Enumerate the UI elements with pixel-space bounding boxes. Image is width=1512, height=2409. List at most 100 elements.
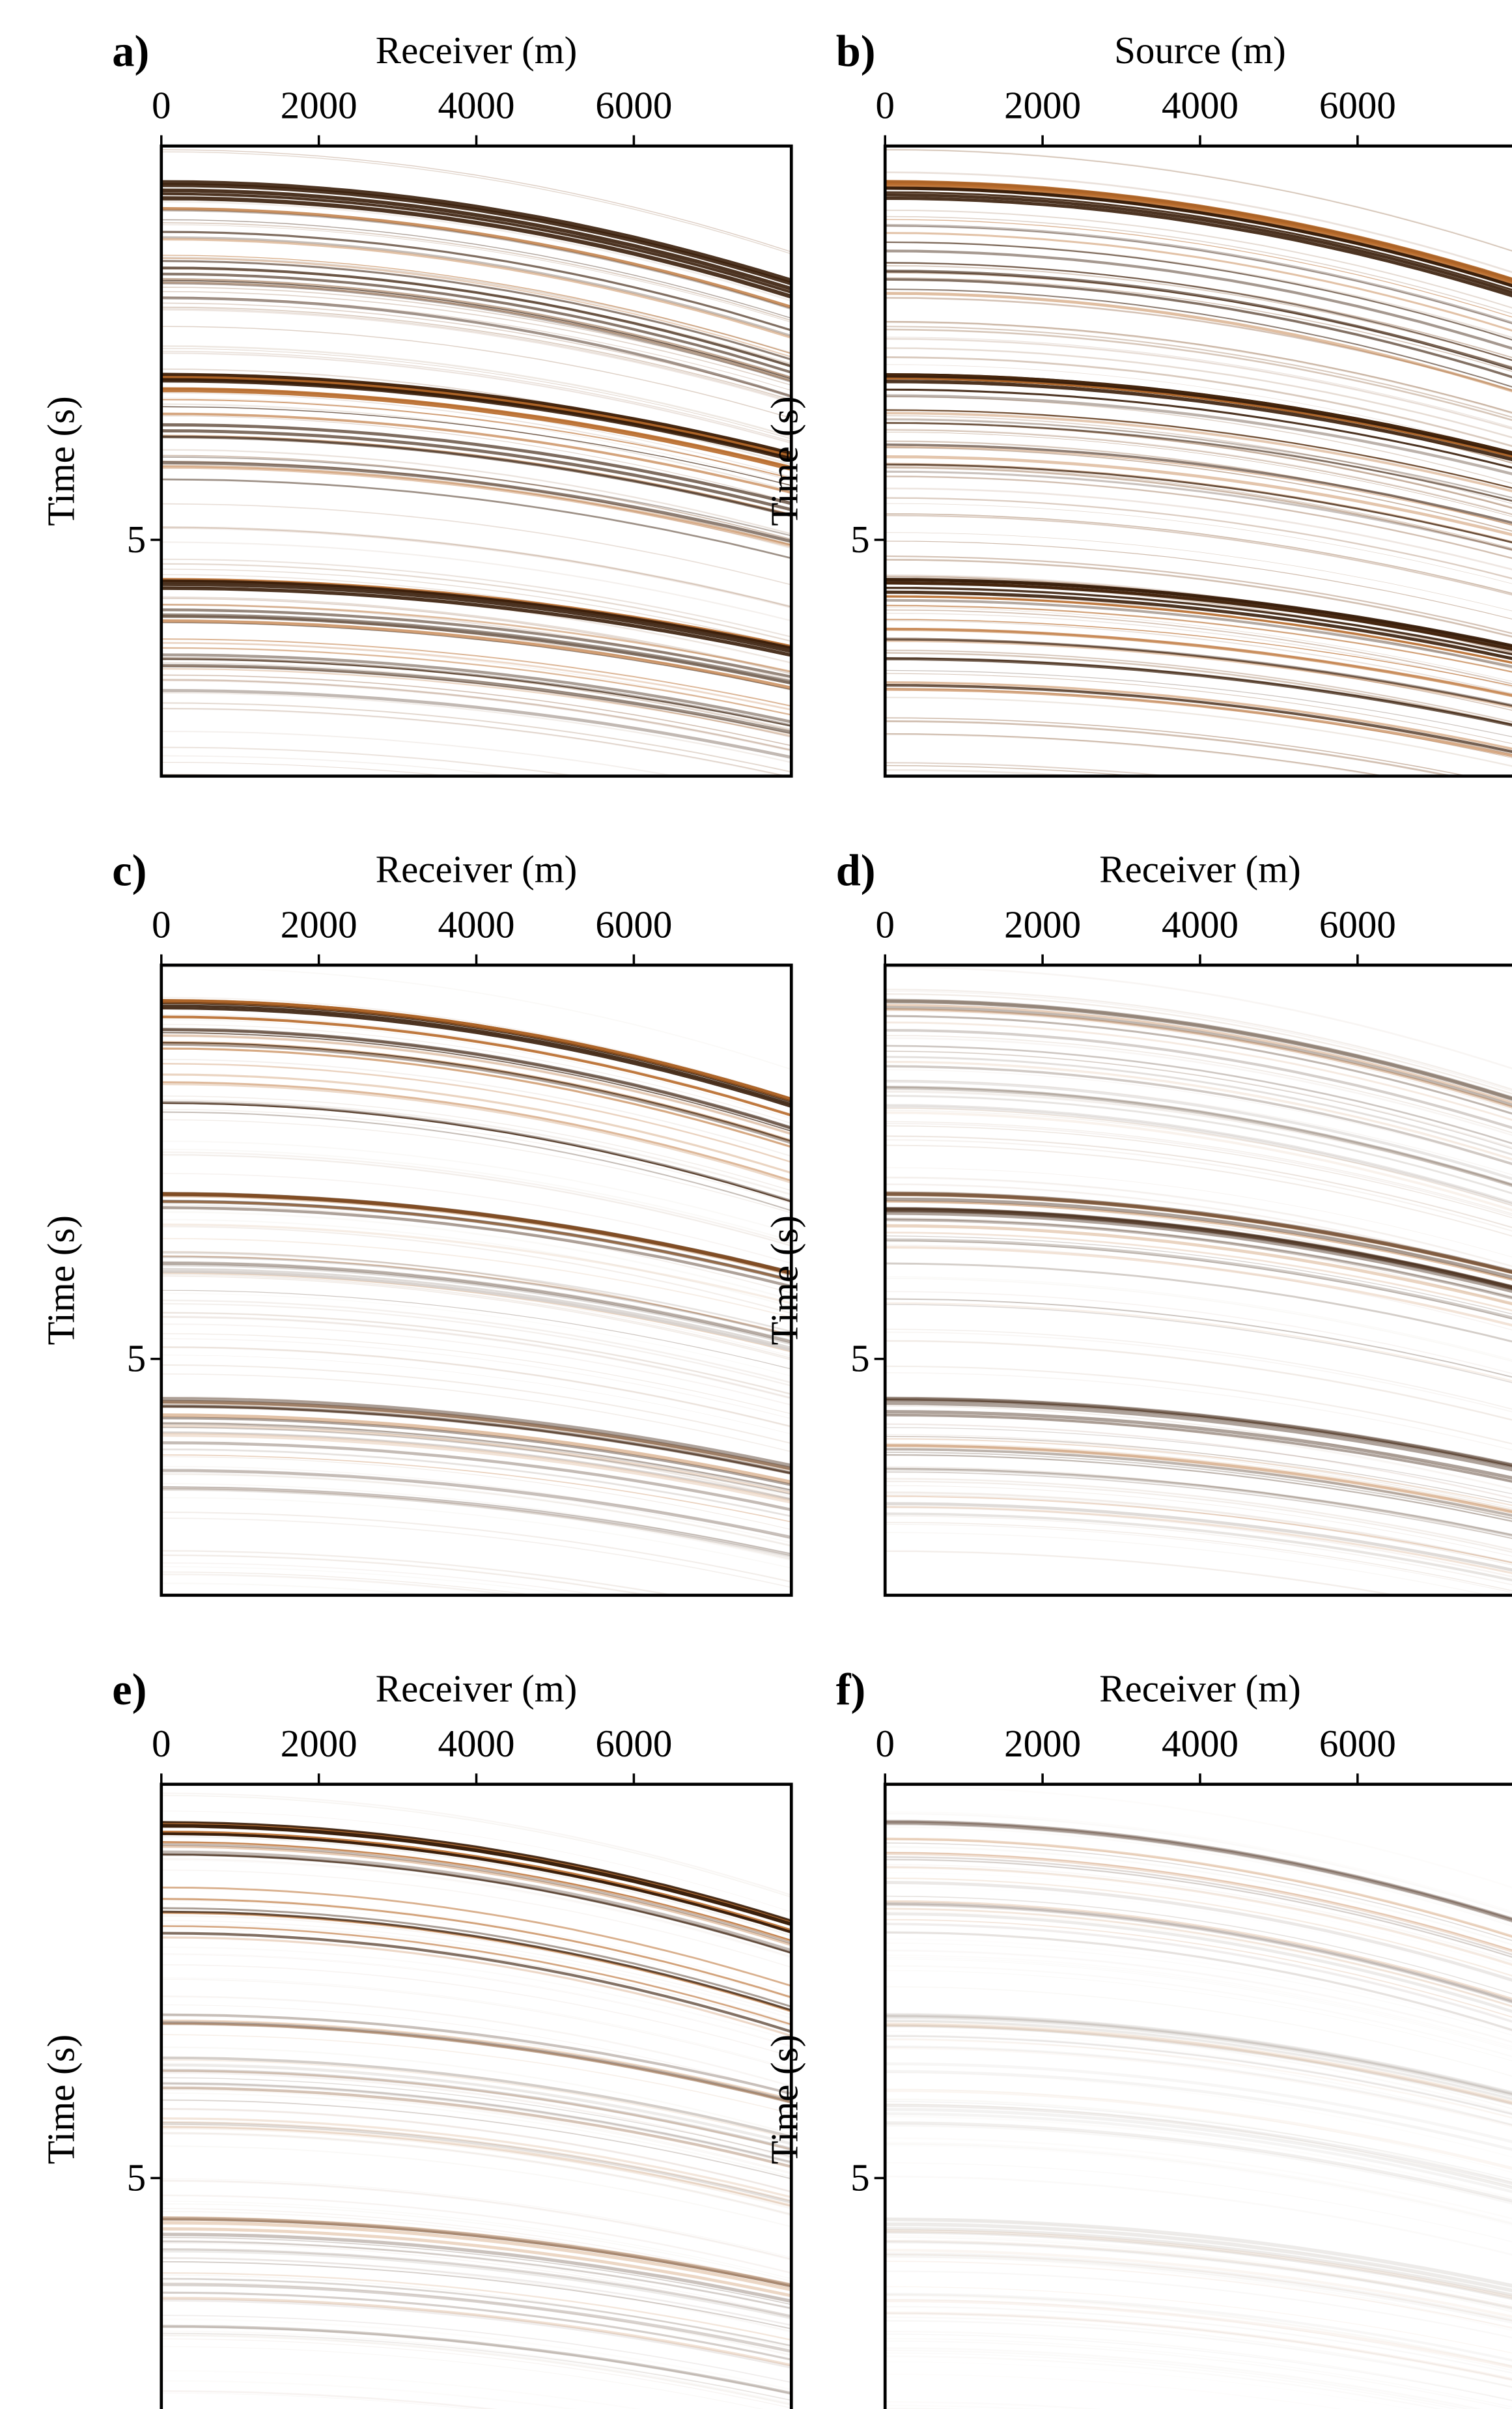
- seismic-image: [161, 146, 792, 776]
- seismic-event: [885, 595, 1512, 664]
- seismic-event: [885, 1086, 1512, 1186]
- seismic-event: [161, 255, 792, 354]
- seismic-event: [885, 733, 1388, 776]
- x-tick-label: 0: [875, 1722, 895, 1765]
- seismic-event: [885, 1506, 1512, 1575]
- seismic-event: [161, 209, 792, 310]
- seismic-event: [885, 1986, 1512, 2077]
- seismic-event: [161, 1473, 792, 1547]
- y-tick-label: 5: [127, 1337, 147, 1380]
- seismic-event: [161, 707, 790, 776]
- seismic-event: [161, 1192, 792, 1275]
- seismic-event: [161, 2346, 764, 2409]
- seismic-event: [885, 1372, 1512, 1451]
- panel: e) Receiver (m) 0 2000 4000 6000 Time (s) 5: [39, 1665, 793, 2409]
- seismic-event: [885, 2143, 1512, 2225]
- seismic-event: [885, 1454, 1512, 1522]
- seismic-event: [885, 1122, 1512, 1217]
- seismic-event: [161, 2326, 792, 2395]
- seismic-event: [161, 1850, 792, 1952]
- seismic-event: [885, 1035, 1512, 1134]
- seismic-event: [161, 449, 792, 535]
- seismic-event: [161, 526, 792, 607]
- seismic-event: [161, 2107, 792, 2192]
- seismic-event: [161, 1550, 678, 1596]
- seismic-event: [161, 1469, 792, 1540]
- seismic-event: [885, 149, 1512, 252]
- seismic-event: [885, 1009, 1512, 1109]
- seismic-event: [885, 1443, 1512, 1511]
- seismic-event: [161, 1140, 792, 1234]
- seismic-event: [885, 1331, 1512, 1413]
- seismic-event: [885, 328, 1512, 421]
- seismic-event: [161, 1483, 792, 1556]
- seismic-event: [885, 196, 1512, 298]
- seismic-event: [161, 436, 792, 517]
- seismic-event: [161, 558, 792, 638]
- seismic-event: [161, 2132, 792, 2216]
- seismic-event: [161, 1250, 792, 1338]
- seismic-event: [161, 1204, 792, 1294]
- seismic-event: [885, 465, 1512, 549]
- seismic-event: [161, 674, 792, 746]
- seismic-event: [161, 1995, 792, 2087]
- seismic-event: [161, 598, 792, 675]
- panel-label: b): [836, 27, 876, 76]
- seismic-event: [885, 627, 1512, 696]
- seismic-event: [161, 1111, 792, 1211]
- seismic-event: [885, 337, 1512, 428]
- x-tick-label: 4000: [438, 84, 515, 127]
- seismic-event: [885, 2311, 1512, 2381]
- seismic-event: [161, 1256, 792, 1337]
- seismic-event: [885, 1218, 1512, 1298]
- seismic-event: [885, 409, 1512, 488]
- seismic-event: [885, 1365, 1512, 1444]
- seismic-event: [161, 1034, 792, 1135]
- seismic-event: [161, 679, 792, 752]
- seismic-event: [885, 1125, 1512, 1219]
- seismic-event: [885, 2012, 1512, 2095]
- seismic-event: [161, 622, 792, 690]
- seismic-event: [885, 599, 1512, 668]
- seismic-event: [885, 2249, 1512, 2318]
- seismic-event: [885, 1491, 1512, 1564]
- seismic-event: [161, 1448, 792, 1517]
- seismic-event: [161, 1015, 792, 1117]
- seismic-event: [161, 465, 792, 546]
- seismic-event: [885, 1028, 1512, 1129]
- seismic-event: [885, 612, 1512, 688]
- seismic-event: [161, 1416, 792, 1486]
- seismic-event: [885, 2035, 1512, 2115]
- seismic-event: [885, 1414, 1512, 1490]
- x-tick-label: 6000: [595, 903, 672, 946]
- seismic-event: [161, 2070, 792, 2150]
- y-tick-label: 5: [127, 518, 147, 561]
- x-axis-label: Receiver (m): [376, 29, 578, 72]
- seismic-event: [885, 1970, 1512, 2061]
- seismic-event: [885, 1521, 1512, 1592]
- seismic-event: [885, 422, 1512, 502]
- seismic-event: [161, 664, 792, 734]
- seismic-event: [161, 1323, 792, 1406]
- seismic-event: [885, 1413, 1512, 1489]
- seismic-event: [161, 2019, 792, 2100]
- seismic-event: [161, 290, 792, 386]
- seismic-event: [885, 1466, 1512, 1539]
- seismic-event: [885, 649, 1512, 723]
- seismic-event: [161, 1192, 792, 1276]
- seismic-event: [885, 1176, 1512, 1267]
- seismic-event: [161, 541, 792, 622]
- seismic-event: [885, 1037, 1512, 1136]
- x-tick-label: 2000: [1004, 84, 1081, 127]
- seismic-event: [161, 464, 792, 549]
- seismic-event: [885, 1493, 1512, 1564]
- seismic-event: [885, 1397, 1512, 1467]
- seismic-event: [161, 1824, 792, 1926]
- seismic-event: [885, 1105, 1512, 1206]
- seismic-event: [885, 278, 1512, 378]
- seismic-event: [885, 292, 1512, 393]
- seismic-event: [161, 2247, 792, 2317]
- seismic-event: [885, 2292, 1512, 2362]
- seismic-event: [161, 563, 792, 642]
- seismic-event: [885, 638, 1512, 706]
